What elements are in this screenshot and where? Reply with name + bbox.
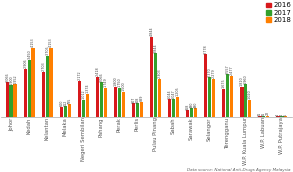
Text: 1,810: 1,810 <box>240 76 244 86</box>
Text: 1,750: 1,750 <box>117 77 122 87</box>
Text: 2,303: 2,303 <box>157 68 161 78</box>
Bar <box>117 88 121 116</box>
Text: 1,500: 1,500 <box>121 82 125 91</box>
Bar <box>13 84 17 116</box>
Bar <box>9 85 13 116</box>
Bar <box>45 56 49 116</box>
Bar <box>28 60 31 116</box>
Bar <box>190 108 193 116</box>
Text: 2,557: 2,557 <box>226 64 230 74</box>
Text: 3,450: 3,450 <box>27 49 31 59</box>
Text: 1,800: 1,800 <box>113 77 117 86</box>
Bar <box>100 83 103 116</box>
Bar <box>86 94 89 116</box>
Text: 2,066: 2,066 <box>99 72 103 82</box>
Bar <box>168 99 171 116</box>
Text: 808: 808 <box>135 96 139 103</box>
Text: 1,900: 1,900 <box>9 75 13 85</box>
Text: 1,960: 1,960 <box>244 74 248 84</box>
Text: 22: 22 <box>266 111 270 115</box>
Bar <box>158 79 161 116</box>
Text: 21: 21 <box>262 111 266 116</box>
Bar <box>230 76 234 116</box>
Text: 1,047: 1,047 <box>171 89 176 99</box>
Bar <box>172 99 176 116</box>
Bar <box>222 89 226 116</box>
Bar <box>42 72 45 116</box>
Text: 889: 889 <box>139 95 144 101</box>
Text: 735: 735 <box>67 97 71 104</box>
Text: 1,675: 1,675 <box>222 79 226 88</box>
Text: 2,172: 2,172 <box>77 71 81 80</box>
Bar <box>132 103 135 116</box>
Bar <box>104 88 107 116</box>
Text: 2,370: 2,370 <box>208 67 212 77</box>
Bar <box>150 37 153 116</box>
Text: 2,477: 2,477 <box>230 65 234 75</box>
Bar <box>176 97 179 116</box>
Bar <box>204 54 207 116</box>
Text: 1,749: 1,749 <box>103 77 108 87</box>
Bar <box>140 102 143 116</box>
Text: Data source: National Anti-Drugs Agency Malaysia: Data source: National Anti-Drugs Agency … <box>187 168 290 172</box>
Bar <box>96 77 99 116</box>
Bar <box>114 87 117 116</box>
Bar <box>240 87 243 116</box>
Bar <box>154 53 157 116</box>
Text: 2,066: 2,066 <box>5 72 9 82</box>
Text: 21: 21 <box>258 111 262 116</box>
Text: 4: 4 <box>280 114 284 116</box>
Text: 1,012: 1,012 <box>81 90 85 99</box>
Bar <box>208 77 212 116</box>
Text: 3,705: 3,705 <box>45 45 49 55</box>
Text: 1,205: 1,205 <box>176 86 180 96</box>
Bar <box>31 48 35 116</box>
Bar <box>212 79 215 116</box>
Legend: 2016, 2017, 2018: 2016, 2017, 2018 <box>265 2 291 23</box>
Text: 490: 490 <box>190 101 194 108</box>
Bar <box>194 108 197 116</box>
Bar <box>23 69 27 116</box>
Text: 1,374: 1,374 <box>85 84 89 93</box>
Bar <box>50 48 53 116</box>
Text: 1,020: 1,020 <box>248 89 252 99</box>
Text: 2,906: 2,906 <box>23 58 27 68</box>
Text: 490: 490 <box>194 101 197 108</box>
Text: 4,153: 4,153 <box>31 38 35 47</box>
Bar <box>226 74 229 116</box>
Text: 1,044: 1,044 <box>168 89 172 99</box>
Text: 368: 368 <box>185 103 190 110</box>
Bar <box>244 84 248 116</box>
Text: 4,153: 4,153 <box>49 38 53 47</box>
Text: 2,703: 2,703 <box>41 62 45 71</box>
Text: 2,418: 2,418 <box>96 66 99 76</box>
Text: 5: 5 <box>284 114 288 116</box>
Bar <box>6 83 9 116</box>
Bar <box>64 106 67 116</box>
Bar <box>136 103 139 116</box>
Bar <box>67 104 71 116</box>
Text: 600: 600 <box>59 100 63 106</box>
Bar <box>186 110 189 116</box>
Text: 1,952: 1,952 <box>13 74 17 84</box>
Text: 4: 4 <box>276 114 280 116</box>
Bar <box>78 81 81 116</box>
Text: 2,279: 2,279 <box>212 69 216 78</box>
Text: 612: 612 <box>63 99 67 106</box>
Text: 807: 807 <box>132 96 136 103</box>
Bar <box>122 92 125 116</box>
Bar <box>81 100 85 116</box>
Bar <box>248 100 251 116</box>
Bar <box>59 107 63 116</box>
Text: 3,844: 3,844 <box>154 43 158 53</box>
Text: 4,844: 4,844 <box>149 26 154 36</box>
Text: 3,778: 3,778 <box>204 44 208 54</box>
